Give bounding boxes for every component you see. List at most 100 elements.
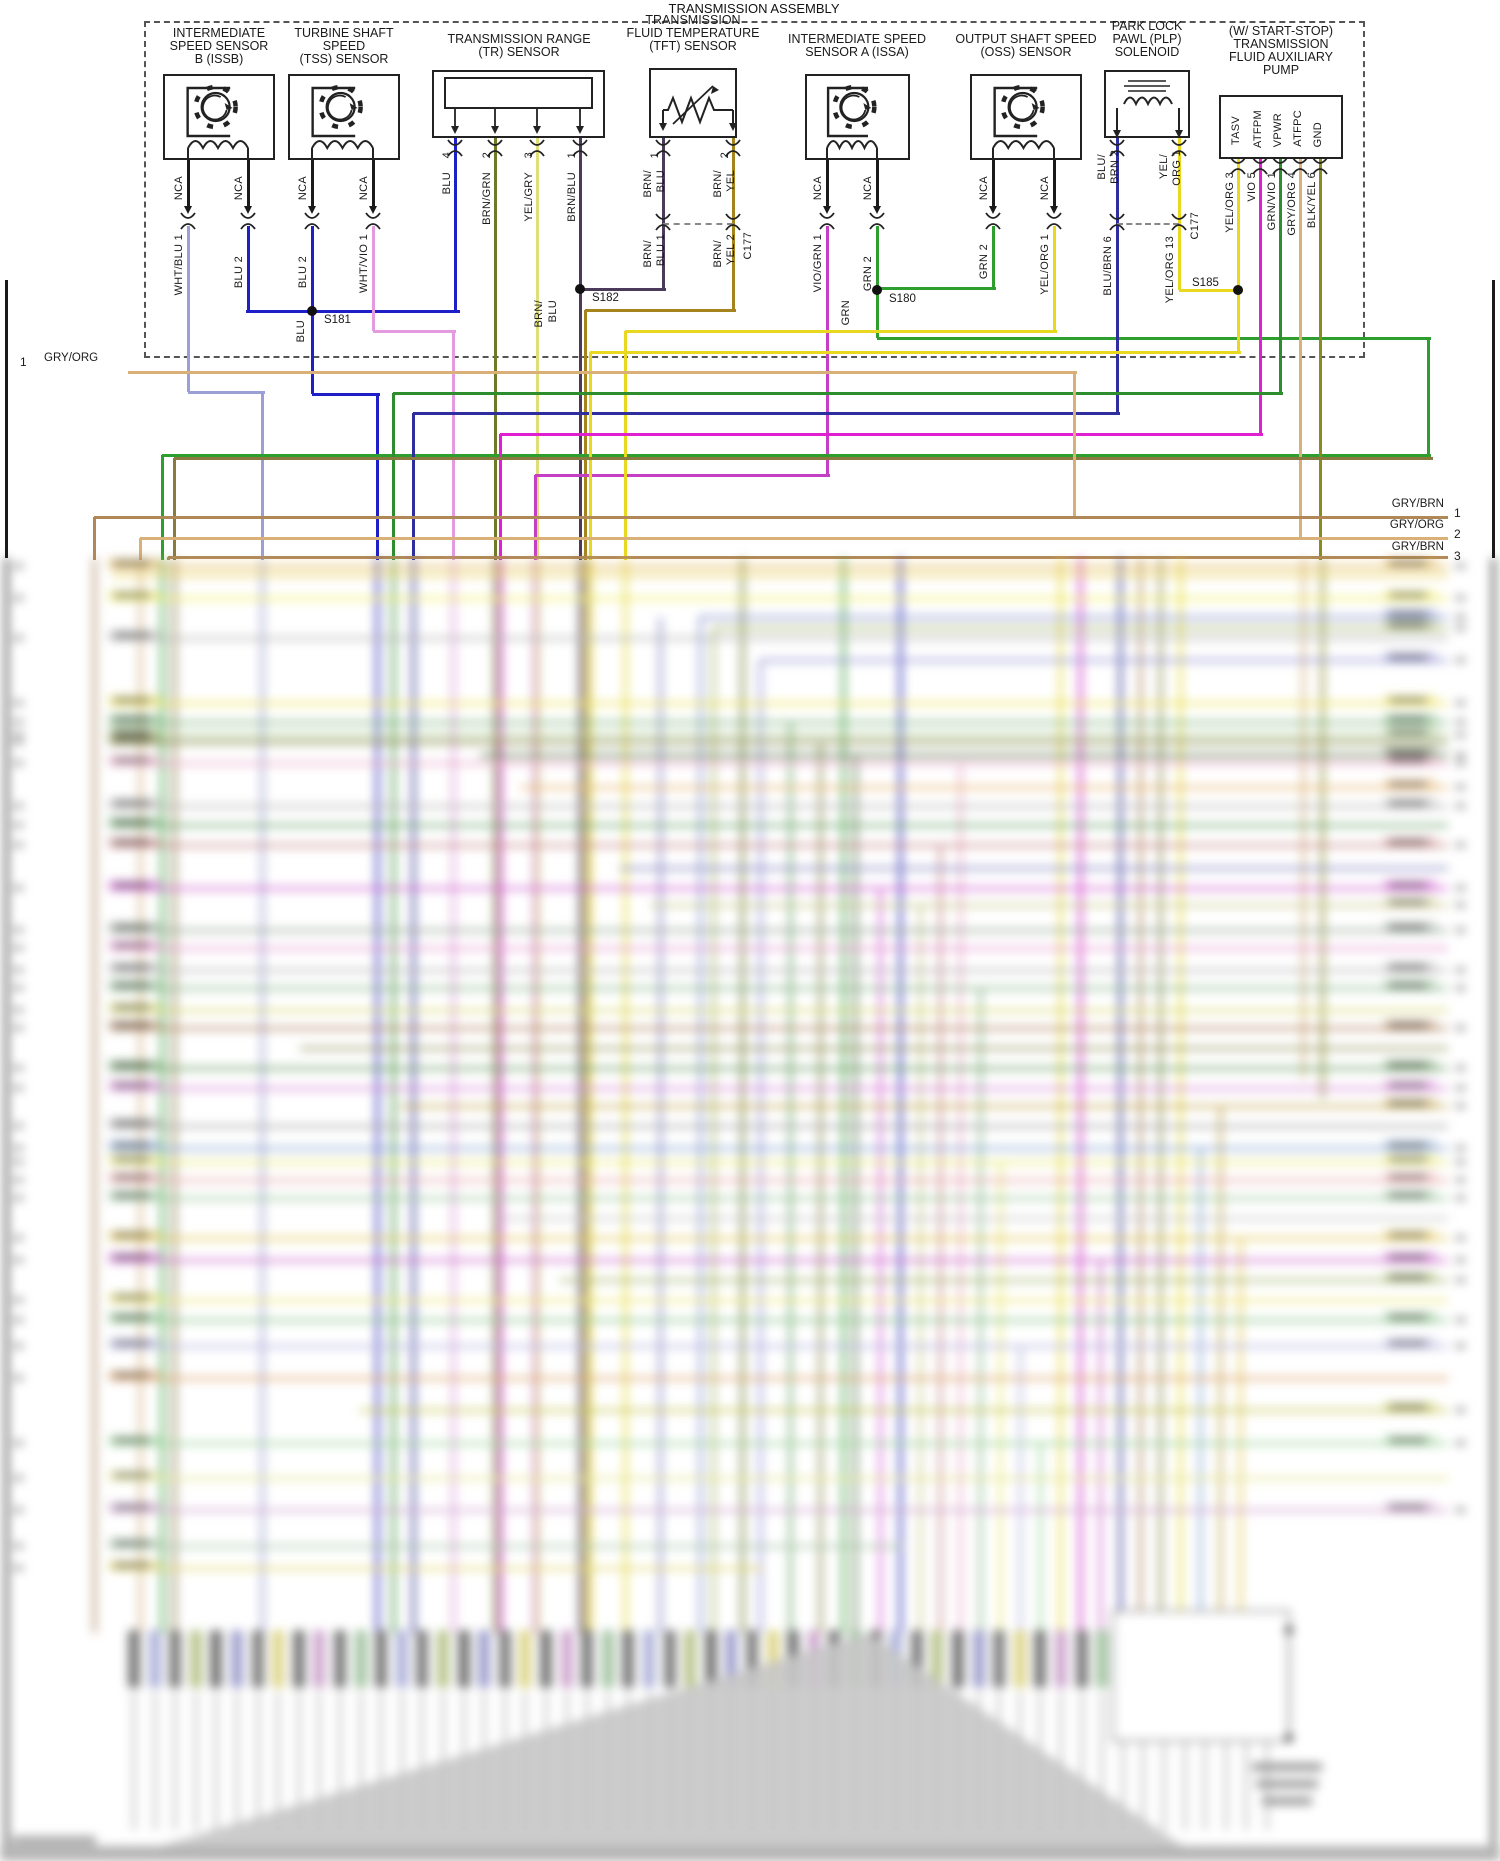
blurred-wire-col — [623, 558, 627, 1633]
pin-label: YEL/GRY — [523, 172, 535, 222]
connector-drop-line — [1121, 1692, 1124, 1830]
blurred-right-pin-number — [1456, 843, 1465, 847]
sensor-symbol-icon — [163, 74, 275, 160]
connector-drop-line — [215, 1692, 218, 1830]
pin-label: BRN 2 — [1109, 150, 1121, 184]
blurred-left-label-text — [114, 801, 150, 805]
inline-connector-icon — [1228, 155, 1248, 177]
blurred-wire-row — [112, 720, 1448, 724]
pin-label: BRN/ — [642, 170, 654, 198]
blurred-left-pin-number — [14, 1344, 23, 1348]
blurred-left-pin-number — [14, 1008, 23, 1012]
pin-label: 2 — [719, 152, 731, 159]
connector-drop-line — [297, 1692, 300, 1830]
blurred-left-pin-number — [14, 1236, 23, 1240]
blurred-wire-row — [112, 1508, 1448, 1512]
blurred-wire-col — [578, 558, 582, 1633]
nca-wire — [310, 160, 314, 206]
connector-drop-line — [277, 1692, 280, 1830]
wire-BLU — [246, 226, 250, 313]
inline-connector-icon — [527, 137, 547, 159]
blurred-right-pin-number — [1456, 1086, 1465, 1090]
blurred-wire-col — [1178, 558, 1182, 1633]
blurred-right-pin-number — [1456, 785, 1465, 789]
wire-GRY_ORG — [1072, 372, 1076, 517]
blurred-right-label-text — [1390, 1275, 1426, 1279]
pin-label: ATFPC — [1292, 110, 1304, 147]
pin-label: NCA — [173, 176, 185, 201]
wire-YEL_ORG — [1236, 290, 1240, 352]
wire-GRY_ORG — [1298, 159, 1302, 538]
blurred-left-pin-number — [14, 968, 23, 972]
component-title: FLUID AUXILIARY — [1229, 50, 1333, 64]
blurred-wire-row — [112, 843, 1448, 847]
blurred-wire-row — [112, 1160, 1448, 1164]
blurred-right-label-text — [1390, 730, 1426, 734]
pin-label: ORG 1 — [1171, 150, 1183, 186]
blurred-wire-row — [112, 804, 1448, 808]
blurred-right-label-text — [1390, 612, 1426, 616]
blurred-left-pin-number — [14, 1476, 23, 1480]
blurred-wire-row — [112, 573, 1448, 577]
wire-BLU — [375, 394, 379, 560]
connector-pin — [498, 1630, 511, 1688]
wire-GRY_BRN — [92, 517, 96, 560]
ground-dot — [1285, 1734, 1293, 1742]
blurred-wire-row — [760, 658, 1448, 662]
wire-WHT_VIO — [373, 329, 456, 333]
blurred-wire-row — [112, 740, 1448, 744]
connector-pin — [231, 1630, 243, 1688]
connector-drop-line — [1204, 1692, 1207, 1830]
inline-connector-icon — [1044, 210, 1064, 232]
blurred-wire-row — [112, 1258, 1448, 1262]
sensor-symbol-icon — [288, 74, 400, 160]
sensor-symbol-icon — [970, 74, 1082, 160]
blurred-left-label-text — [114, 840, 150, 844]
connector-drop-line — [1142, 1692, 1145, 1830]
blurred-wire-col — [998, 1162, 1002, 1633]
connector-pin — [952, 1630, 964, 1688]
arrowhead-icon — [183, 206, 192, 214]
connector-pin — [581, 1630, 594, 1688]
blurred-wire-col — [533, 558, 537, 1633]
blurred-right-label-text — [1390, 698, 1426, 702]
blurred-right-label-text — [1390, 750, 1426, 754]
inline-connector-icon — [570, 137, 590, 159]
blurred-wire-row — [112, 1236, 1448, 1240]
component-title: OUTPUT SHAFT SPEED — [955, 32, 1097, 46]
right-pin-number: 2 — [1454, 527, 1461, 541]
blurred-left-label-text — [114, 1373, 150, 1377]
connector-drop-line — [1224, 1692, 1227, 1830]
pin-label: BRN/ — [712, 240, 724, 268]
blurred-left-label-text — [114, 965, 150, 969]
inline-connector-icon — [363, 210, 383, 232]
blurred-left-pin-number — [14, 733, 23, 737]
blurred-wire-col — [451, 558, 455, 1633]
blurred-left-label-text — [114, 1438, 150, 1442]
connector-pin — [189, 1630, 202, 1688]
blurred-wire-col — [1301, 558, 1305, 1078]
wire-BLU_BRN — [411, 413, 415, 560]
pin-label: NCA — [358, 176, 370, 201]
blurred-wire-row — [112, 1318, 1448, 1322]
blurred-wire-col — [1098, 1260, 1102, 1633]
blurred-left-pin-number — [14, 1566, 23, 1570]
blurred-wire-row — [400, 1104, 1448, 1108]
blurred-wire-col — [172, 558, 176, 1633]
blurred-right-pin-number — [1456, 928, 1465, 932]
wire-GRY_BRN — [166, 557, 170, 560]
blurred-left-label-text — [114, 717, 150, 721]
blurred-wire-row — [112, 701, 1448, 705]
blurred-left-label-text — [114, 1175, 150, 1179]
blurred-wire-row — [112, 1298, 1448, 1302]
blurred-wire-col — [1078, 558, 1082, 1633]
inline-connector-icon — [178, 210, 198, 232]
inline-connector-icon — [817, 210, 837, 232]
blurred-right-label-text — [1390, 1505, 1426, 1509]
connector-pin — [437, 1630, 449, 1688]
right-wire-label: GRY/BRN — [1391, 498, 1444, 510]
blurred-left-label-text — [114, 1341, 150, 1345]
pin-label: TASV — [1230, 116, 1242, 146]
blurred-wire-row — [112, 946, 1448, 950]
blurred-left-pin-number — [14, 843, 23, 847]
